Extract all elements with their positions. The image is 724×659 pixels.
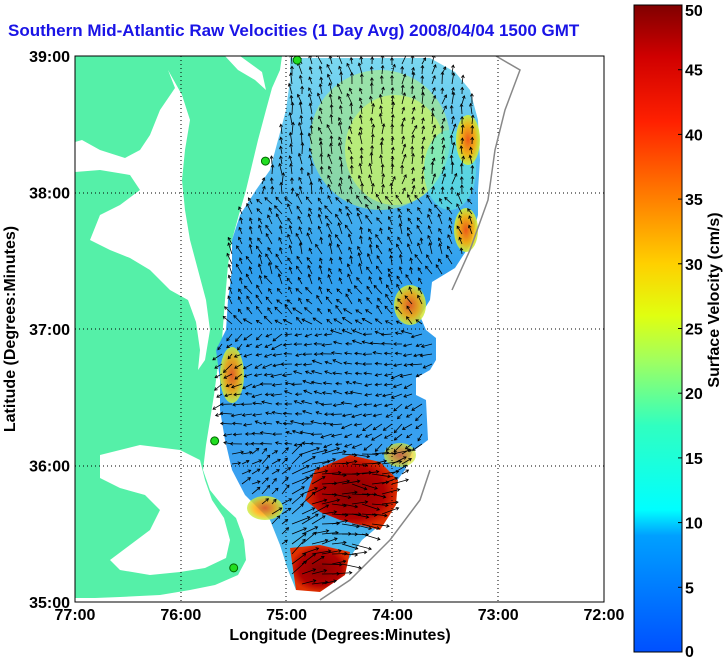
colorbar-tick-label: 20 [685,386,703,403]
y-tick-label: 36:00 [29,459,70,476]
x-tick-label: 77:00 [55,607,96,624]
chesapeake-bay [75,70,210,370]
y-tick-label: 38:00 [29,186,70,203]
y-tick-label: 35:00 [29,595,70,612]
radar-stations [210,56,302,573]
delaware-bay [225,56,266,90]
colorbar-tick-label: 35 [685,192,703,209]
radar-station-marker [229,563,239,573]
x-tick-label: 74:00 [372,607,413,624]
colorbar-tick-label: 0 [685,644,694,659]
colorbar-tick-label: 5 [685,580,694,597]
colorbar-tick-label: 40 [685,127,703,144]
colorbar [633,4,683,653]
map-title: Southern Mid-Atlantic Raw Velocities (1 … [8,21,580,40]
pamlico-sound [100,445,230,575]
colorbar-tick-label: 15 [685,451,703,468]
y-axis-ticks: 39:00 38:00 37:00 36:00 35:00 [29,49,70,612]
x-axis-label: Longitude (Degrees:Minutes) [229,627,450,644]
x-tick-label: 73:00 [478,607,519,624]
y-tick-label: 37:00 [29,322,70,339]
colorbar-tick-label: 45 [685,63,703,80]
grid [75,56,604,602]
colorbar-tick-label: 10 [685,516,703,533]
radar-station-marker [292,56,302,65]
y-axis-label: Latitude (Degrees:Minutes) [2,226,19,432]
velocity-vectors [212,56,475,585]
x-axis-ticks: 77:00 76:00 75:00 74:00 73:00 72:00 [55,607,625,624]
x-tick-label: 76:00 [160,607,201,624]
colorbar-tick-label: 30 [685,257,703,274]
x-tick-label: 72:00 [584,607,625,624]
x-tick-label: 75:00 [266,607,307,624]
radar-station-marker [260,156,270,166]
colorbar-tick-label: 25 [685,322,703,339]
colorbar-tick-label: 50 [685,3,703,20]
colorbar-label: Surface Velocity (cm/s) [706,212,723,387]
plot-frame [74,55,605,603]
radar-station-marker [210,436,220,446]
y-tick-label: 39:00 [29,49,70,66]
